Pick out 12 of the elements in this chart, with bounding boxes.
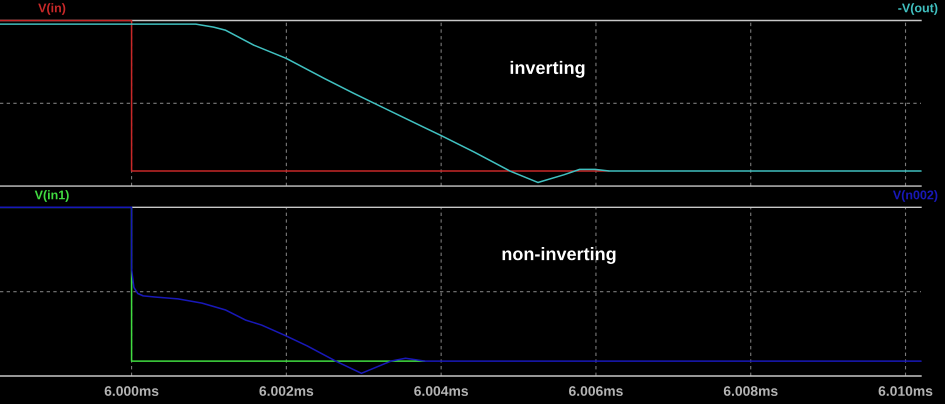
text: inverting — [510, 60, 584, 78]
x-tick-label: 6.004ms — [414, 386, 468, 396]
text: non-inverting — [502, 247, 616, 264]
x-tick-label: 6.010ms — [878, 386, 932, 396]
text: -V(out) — [898, 3, 938, 15]
series-label: V(in) — [38, 3, 66, 15]
x-tick-label: 6.002ms — [259, 386, 314, 396]
x-tick-label: 6.000ms — [104, 386, 158, 396]
x-tick-label: 6.006ms — [569, 386, 623, 396]
series-label: V(in1) — [34, 190, 69, 202]
x-tick-label: 6.008ms — [724, 386, 778, 396]
text: V(n002) — [892, 190, 938, 202]
